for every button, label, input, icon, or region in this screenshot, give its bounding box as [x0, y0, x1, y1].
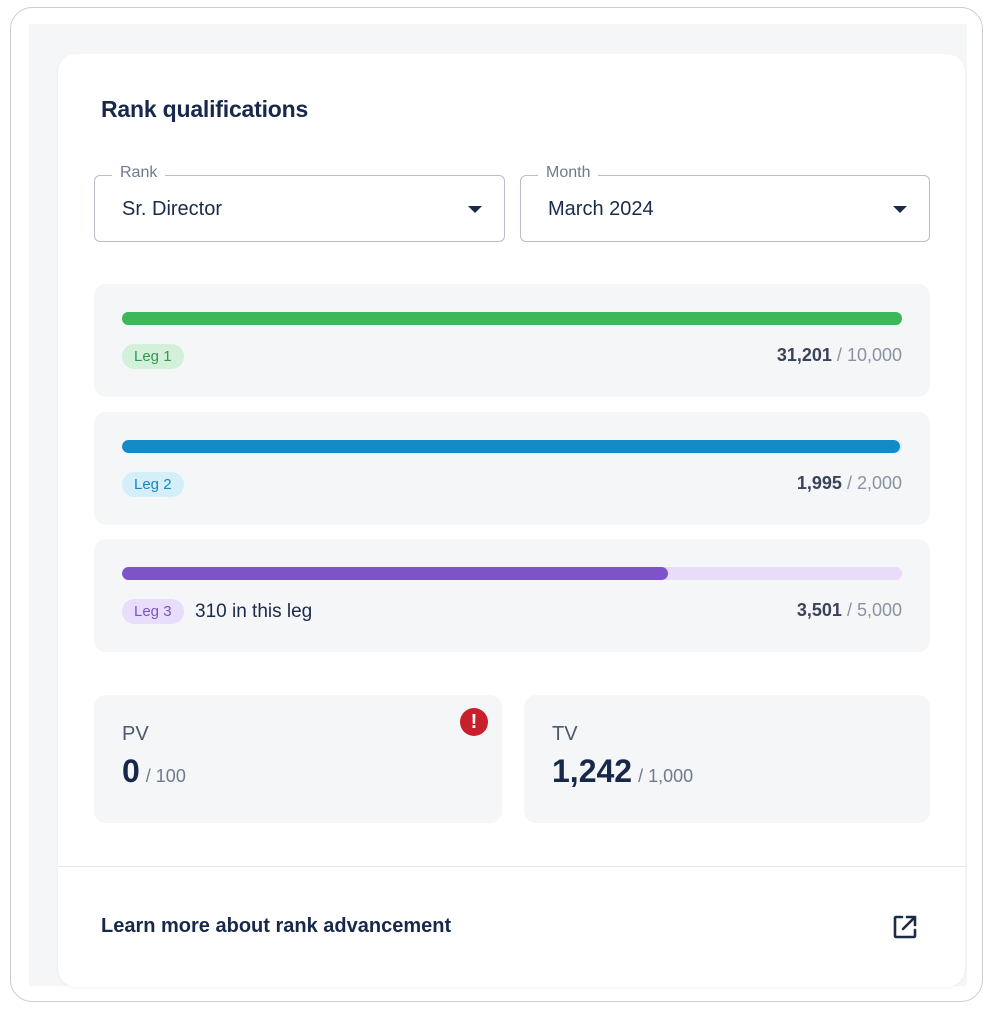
rank-select-value: Sr. Director	[122, 198, 223, 220]
leg-3-progress-fill	[122, 567, 668, 580]
pv-stat: PV 0/ 100 !	[94, 695, 502, 823]
leg-1-panel: Leg 1 31,201 / 10,000	[94, 284, 930, 397]
leg-2-amount: 1,995 / 2,000	[796, 473, 902, 493]
tv-value-line: 1,242/ 1,000	[552, 753, 693, 790]
month-select-value: March 2024	[548, 198, 654, 220]
leg-2-progress-fill	[122, 440, 901, 453]
leg-1-badge: Leg 1	[122, 344, 184, 369]
leg-3-note: 310 in this leg	[195, 601, 313, 622]
leg-2-progress-track	[122, 440, 902, 453]
leg-2-badge: Leg 2	[122, 472, 184, 497]
leg-1-current: 31,201	[776, 345, 832, 365]
tv-stat: TV 1,242/ 1,000	[524, 695, 930, 823]
widget-frame: Rank qualifications Rank Sr. Director Mo…	[10, 7, 983, 1002]
backdrop: Rank qualifications Rank Sr. Director Mo…	[29, 24, 967, 987]
external-link-icon[interactable]	[889, 911, 921, 943]
leg-1-amount: 31,201 / 10,000	[776, 345, 902, 365]
footer-divider	[58, 866, 965, 867]
leg-3-target: 5,000	[856, 600, 902, 620]
card-title: Rank qualifications	[101, 96, 309, 122]
leg-2-target: 2,000	[856, 473, 902, 493]
rank-select[interactable]: Rank Sr. Director	[94, 164, 505, 242]
leg-3-current: 3,501	[796, 600, 842, 620]
pv-label: PV	[122, 723, 149, 745]
month-select[interactable]: Month March 2024	[520, 164, 930, 242]
chevron-down-icon	[893, 206, 907, 213]
leg-3-progress-track	[122, 567, 902, 580]
rank-qualifications-card: Rank qualifications Rank Sr. Director Mo…	[58, 54, 965, 987]
rank-select-legend: Rank	[112, 164, 166, 182]
leg-1-target: 10,000	[846, 345, 902, 365]
chevron-down-icon	[468, 206, 482, 213]
alert-icon[interactable]: !	[460, 708, 488, 736]
leg-3-panel: Leg 3 310 in this leg 3,501 / 5,000	[94, 539, 930, 652]
leg-2-panel: Leg 2 1,995 / 2,000	[94, 412, 930, 525]
pv-target: / 100	[145, 766, 186, 786]
leg-2-current: 1,995	[796, 473, 842, 493]
month-select-legend: Month	[538, 164, 599, 182]
pv-value-line: 0/ 100	[122, 753, 186, 790]
tv-value: 1,242	[552, 753, 633, 789]
tv-label: TV	[552, 723, 578, 745]
leg-1-progress-fill	[122, 312, 902, 325]
leg-3-amount: 3,501 / 5,000	[796, 600, 902, 620]
leg-3-badge: Leg 3	[122, 599, 184, 624]
tv-target: / 1,000	[638, 766, 694, 786]
leg-1-progress-track	[122, 312, 902, 325]
learn-more-link[interactable]: Learn more about rank advancement	[101, 915, 452, 937]
pv-value: 0	[122, 753, 140, 789]
